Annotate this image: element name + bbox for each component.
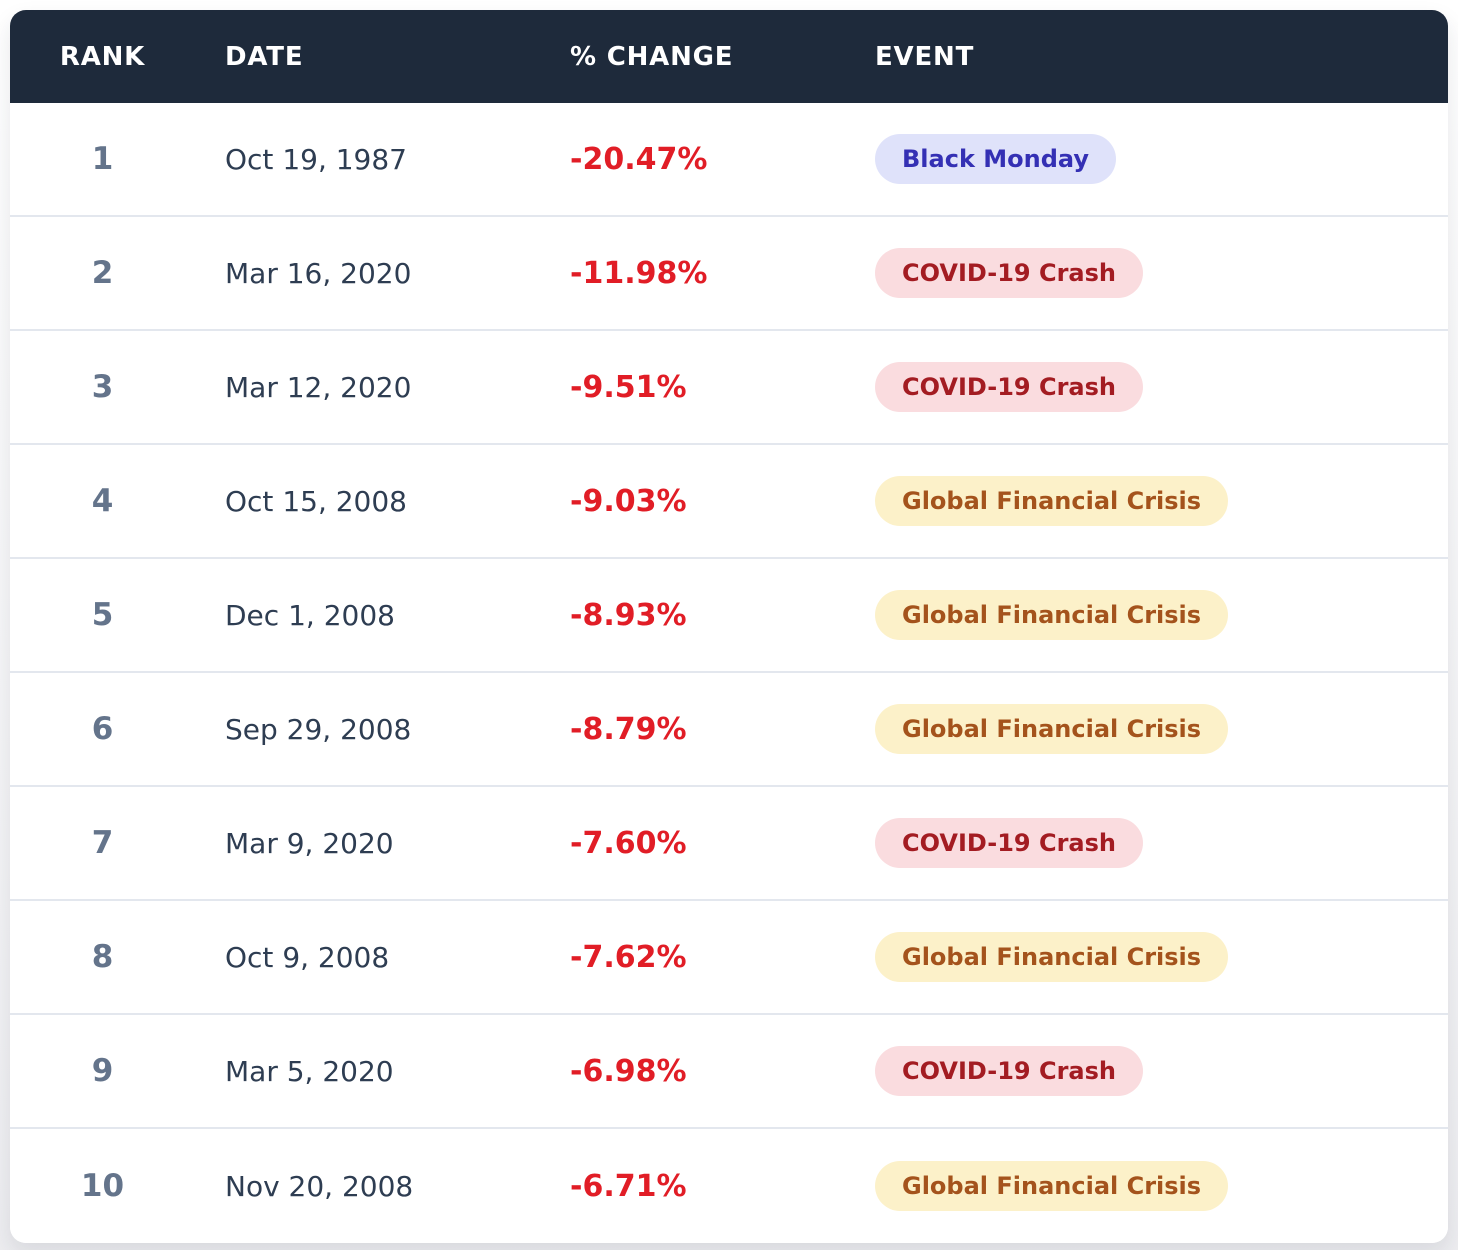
event-cell: Global Financial Crisis [845,475,1448,527]
column-header-date: DATE [225,41,304,72]
table-row: 4 Oct 15, 2008 -9.03% Global Financial C… [10,445,1448,559]
rank-cell: 10 [80,1168,125,1204]
table-row: 9 Mar 5, 2020 -6.98% COVID-19 Crash [10,1015,1448,1129]
event-cell: COVID-19 Crash [845,1045,1448,1097]
event-badge: Global Financial Crisis [875,931,1229,983]
change-cell: -6.71% [570,1168,687,1204]
change-cell: -8.79% [570,711,687,747]
column-header-rank: RANK [59,41,146,72]
event-cell: COVID-19 Crash [845,361,1448,413]
change-cell: -9.03% [570,483,687,519]
change-cell: -8.93% [570,597,687,633]
rank-cell: 9 [91,1053,114,1089]
crash-table-card: RANK DATE % CHANGE EVENT 1 Oct 19, 1987 … [10,10,1448,1243]
event-cell: Global Financial Crisis [845,703,1448,755]
rank-cell: 8 [91,939,114,975]
table-row: 7 Mar 9, 2020 -7.60% COVID-19 Crash [10,787,1448,901]
date-cell: Oct 9, 2008 [225,940,390,974]
change-cell: -9.51% [570,369,687,405]
table-row: 6 Sep 29, 2008 -8.79% Global Financial C… [10,673,1448,787]
date-cell: Oct 15, 2008 [225,484,407,518]
date-cell: Sep 29, 2008 [225,712,412,746]
rank-cell: 5 [91,597,114,633]
rank-cell: 3 [91,369,114,405]
date-cell: Oct 19, 1987 [225,142,407,176]
change-cell: -7.60% [570,825,687,861]
event-badge: COVID-19 Crash [875,817,1143,869]
column-header-change: % CHANGE [570,41,734,72]
change-cell: -6.98% [570,1053,687,1089]
change-cell: -7.62% [570,939,687,975]
rank-cell: 4 [91,483,114,519]
event-cell: COVID-19 Crash [845,817,1448,869]
rank-cell: 2 [91,255,114,291]
event-cell: Global Financial Crisis [845,1160,1448,1212]
event-badge: Black Monday [875,133,1116,185]
rank-cell: 7 [91,825,114,861]
date-cell: Mar 5, 2020 [225,1054,394,1088]
event-cell: Global Financial Crisis [845,931,1448,983]
table-row: 2 Mar 16, 2020 -11.98% COVID-19 Crash [10,217,1448,331]
event-cell: COVID-19 Crash [845,247,1448,299]
date-cell: Mar 12, 2020 [225,370,412,404]
table-header-row: RANK DATE % CHANGE EVENT [10,10,1448,103]
table-row: 10 Nov 20, 2008 -6.71% Global Financial … [10,1129,1448,1243]
table-row: 5 Dec 1, 2008 -8.93% Global Financial Cr… [10,559,1448,673]
date-cell: Nov 20, 2008 [225,1169,414,1203]
change-cell: -11.98% [570,255,708,291]
event-badge: Global Financial Crisis [875,703,1229,755]
table-body: 1 Oct 19, 1987 -20.47% Black Monday 2 Ma… [10,103,1448,1243]
event-badge: COVID-19 Crash [875,361,1143,413]
event-cell: Black Monday [845,133,1448,185]
table-row: 3 Mar 12, 2020 -9.51% COVID-19 Crash [10,331,1448,445]
change-cell: -20.47% [570,141,708,177]
event-cell: Global Financial Crisis [845,589,1448,641]
event-badge: COVID-19 Crash [875,247,1143,299]
date-cell: Mar 9, 2020 [225,826,394,860]
table-row: 1 Oct 19, 1987 -20.47% Black Monday [10,103,1448,217]
date-cell: Mar 16, 2020 [225,256,412,290]
column-header-event: EVENT [875,41,975,72]
event-badge: COVID-19 Crash [875,1045,1143,1097]
date-cell: Dec 1, 2008 [225,598,395,632]
event-badge: Global Financial Crisis [875,475,1229,527]
event-badge: Global Financial Crisis [875,1160,1229,1212]
rank-cell: 1 [91,141,114,177]
event-badge: Global Financial Crisis [875,589,1229,641]
table-row: 8 Oct 9, 2008 -7.62% Global Financial Cr… [10,901,1448,1015]
rank-cell: 6 [91,711,114,747]
